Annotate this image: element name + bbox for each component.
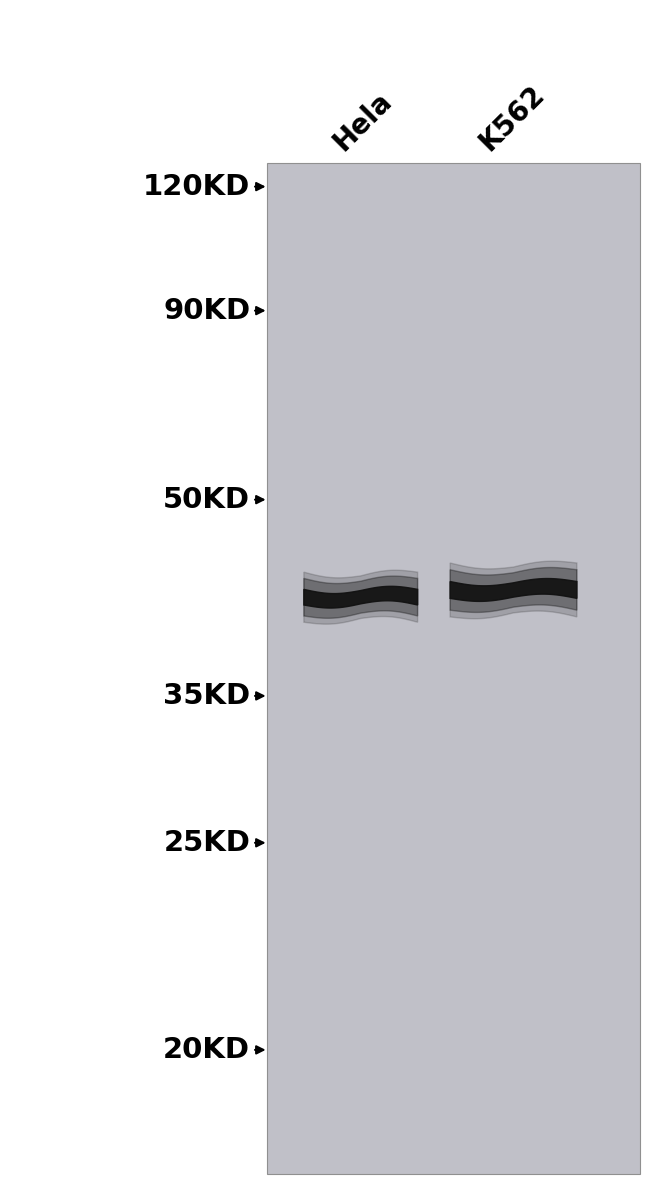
Text: 120KD: 120KD bbox=[143, 172, 250, 201]
Text: Hela: Hela bbox=[328, 87, 398, 157]
Polygon shape bbox=[304, 576, 418, 619]
Polygon shape bbox=[450, 561, 577, 619]
Bar bbox=[266, 163, 640, 1174]
Text: 25KD: 25KD bbox=[163, 828, 250, 857]
Text: 50KD: 50KD bbox=[163, 485, 250, 514]
Polygon shape bbox=[304, 571, 418, 624]
Text: 35KD: 35KD bbox=[163, 681, 250, 710]
Text: 20KD: 20KD bbox=[163, 1035, 250, 1064]
Text: 90KD: 90KD bbox=[163, 296, 250, 325]
Polygon shape bbox=[450, 579, 577, 601]
Polygon shape bbox=[304, 586, 418, 608]
Polygon shape bbox=[450, 567, 577, 613]
Text: K562: K562 bbox=[474, 81, 551, 157]
